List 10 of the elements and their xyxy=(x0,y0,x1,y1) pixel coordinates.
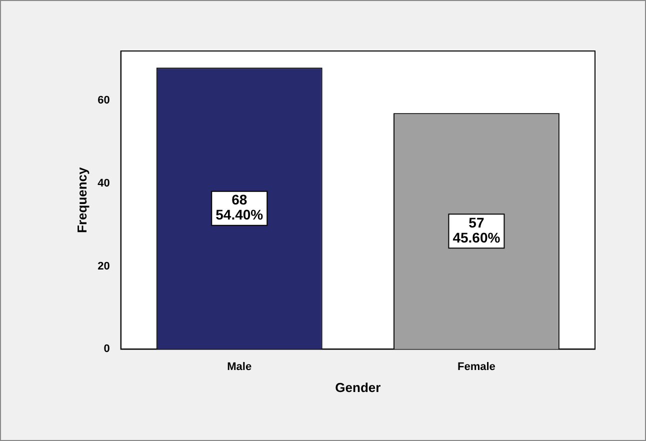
data-label: 57 45.60% xyxy=(452,214,501,246)
x-tick-label: Female xyxy=(458,360,496,373)
y-axis-title: Frequency xyxy=(74,166,90,233)
y-tick-label: 60 xyxy=(98,94,110,107)
y-tick-label: 40 xyxy=(98,178,110,190)
y-tick-label: 0 xyxy=(104,343,110,356)
data-label: 68 54.40% xyxy=(216,192,264,223)
y-tick-label: 20 xyxy=(98,260,110,272)
x-axis-title: Gender xyxy=(335,380,381,395)
x-tick-label: Male xyxy=(227,360,252,373)
